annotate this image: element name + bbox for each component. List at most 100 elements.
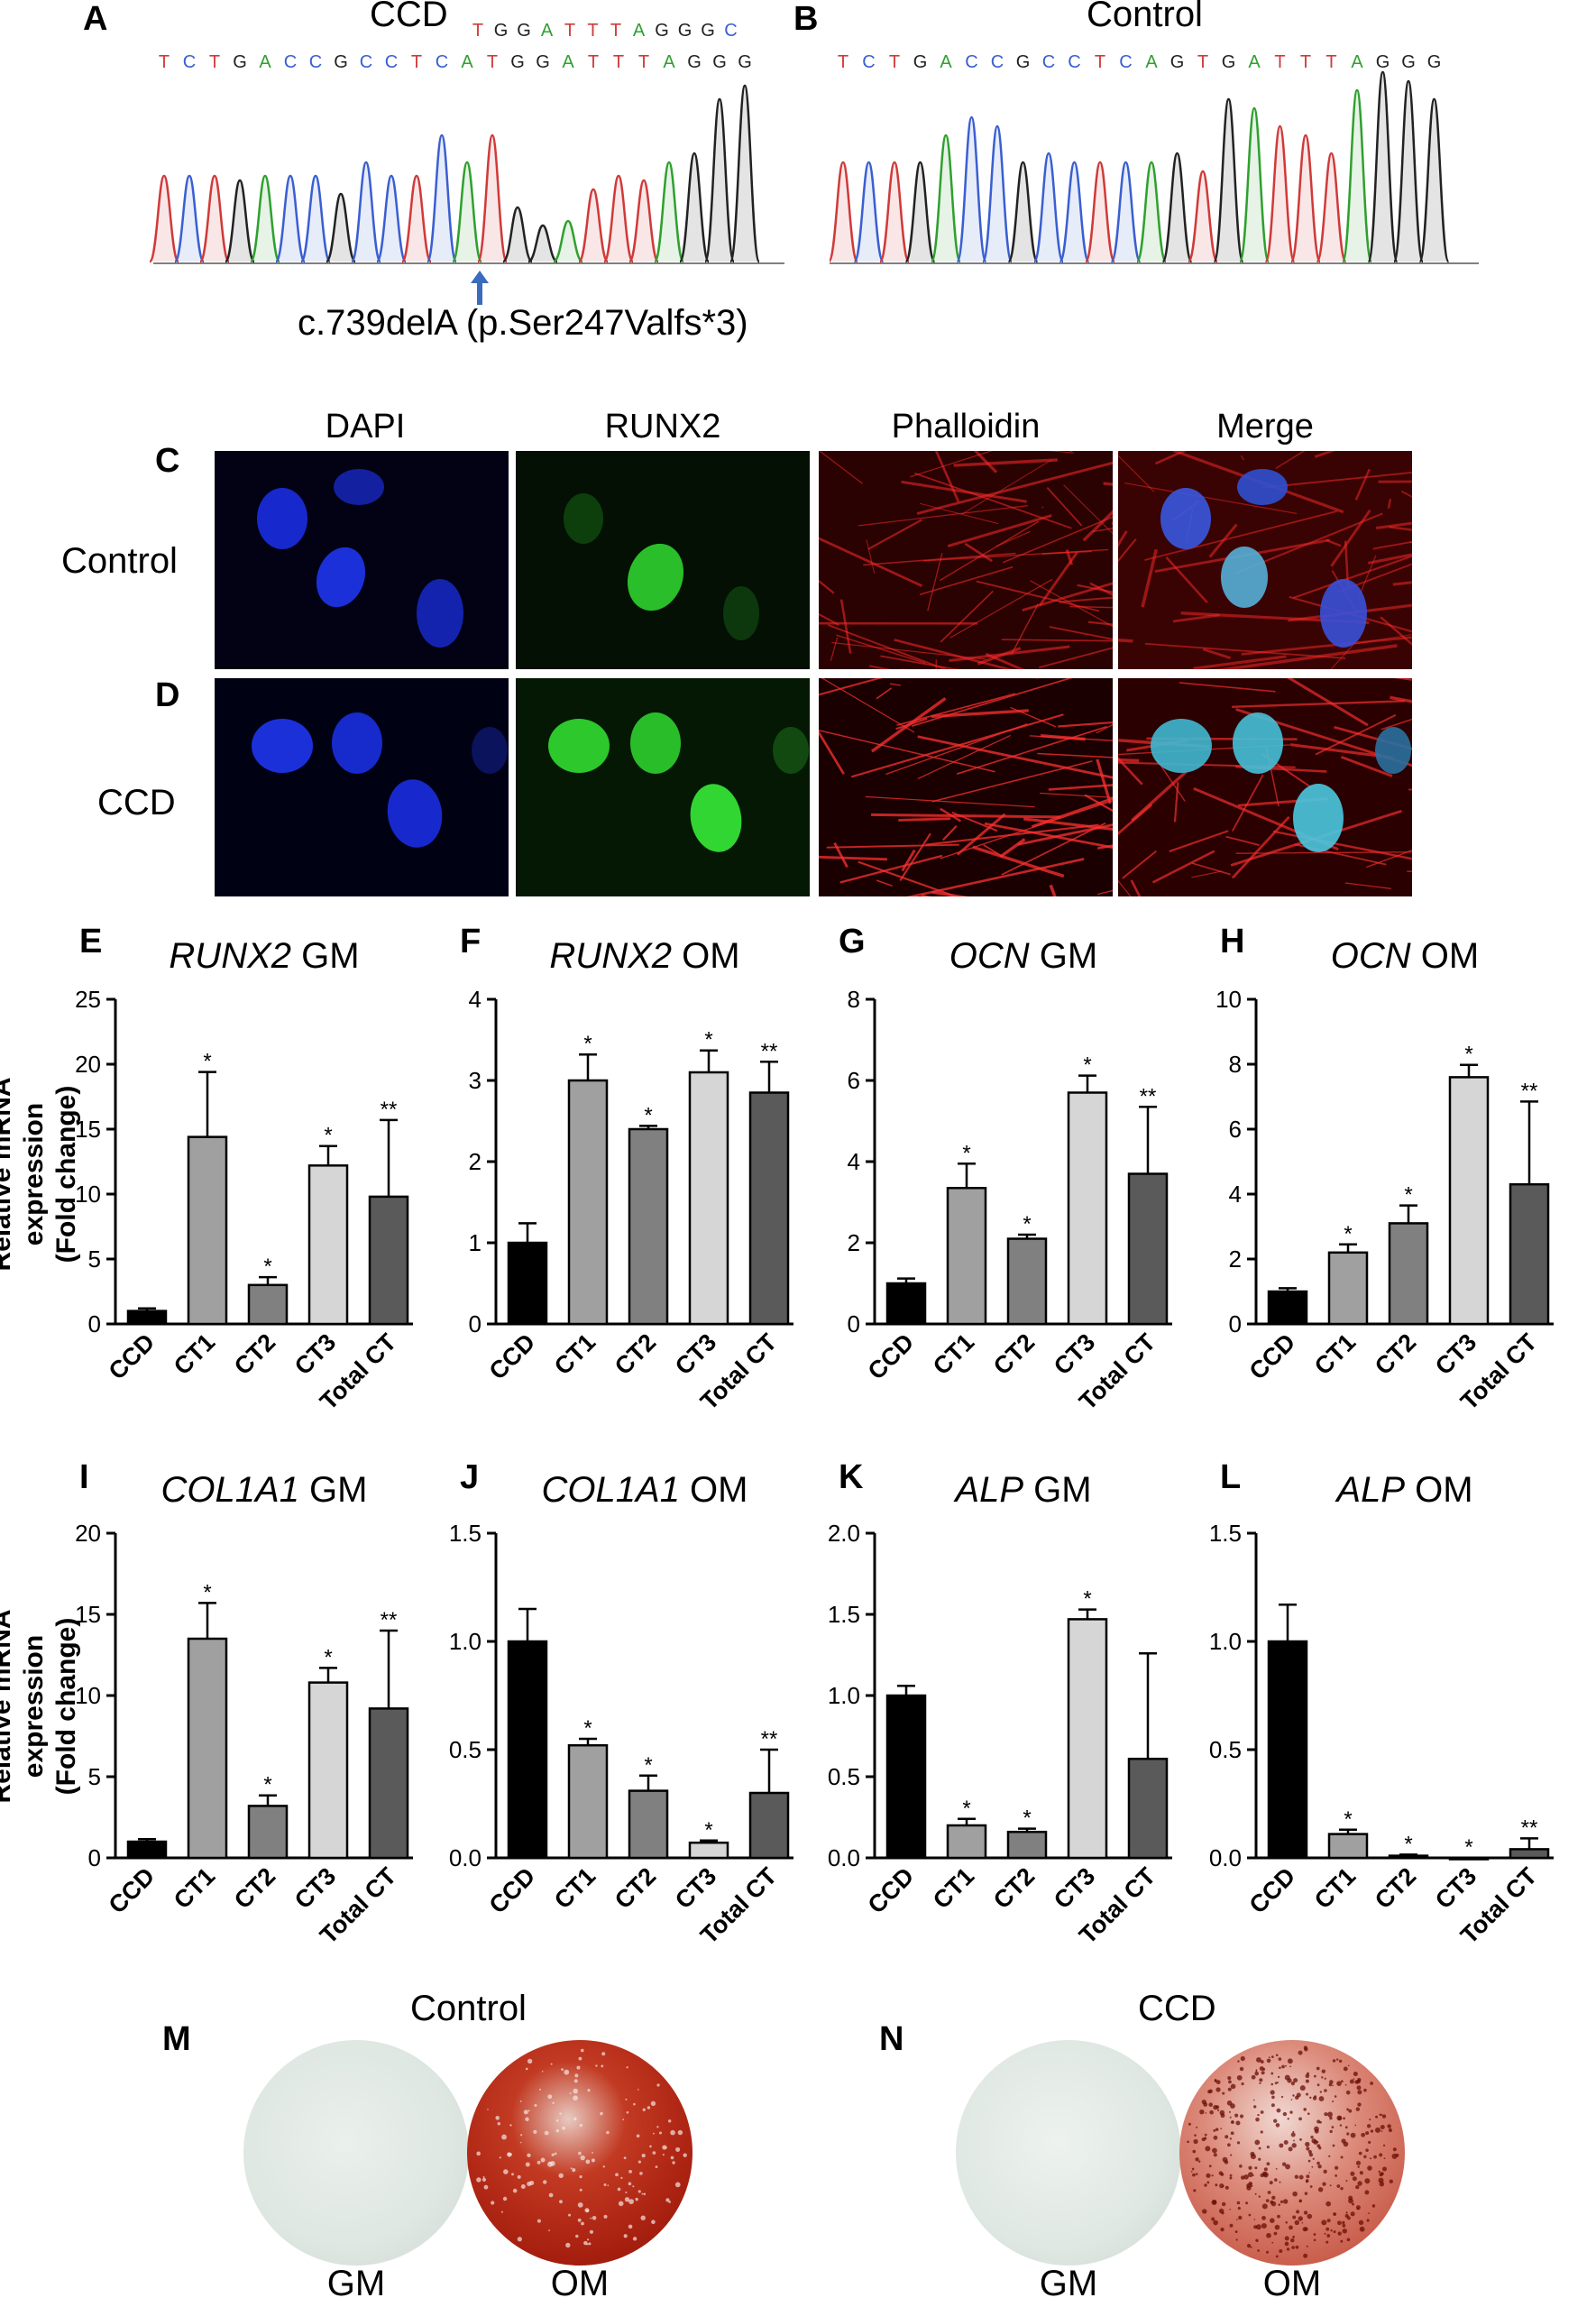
stain-speck	[1329, 2184, 1332, 2187]
base-letter: A	[940, 52, 952, 72]
stain-speck	[1254, 2166, 1258, 2170]
actin-fibre	[1001, 822, 1106, 876]
stain-speck	[580, 2155, 585, 2161]
significance-mark: *	[1344, 1222, 1352, 1246]
actin-fibre	[1372, 673, 1500, 694]
stain-speck	[1346, 2108, 1350, 2111]
row-label-control: Control	[61, 541, 178, 581]
stain-speck	[549, 2160, 555, 2166]
actin-fibre	[1169, 830, 1229, 853]
stain-speck	[586, 2209, 590, 2212]
stain-speck	[1304, 2192, 1308, 2195]
actin-fibre	[836, 634, 926, 664]
stain-speck	[1319, 2091, 1323, 2093]
stain-speck	[565, 2242, 571, 2248]
stain-speck	[1289, 2065, 1292, 2068]
base-letter: G	[1170, 52, 1185, 72]
stain-speck	[1368, 2212, 1371, 2214]
stain-speck	[640, 2215, 646, 2220]
actin-fibre	[1077, 584, 1177, 606]
x-tick-label: CT2	[1370, 1328, 1421, 1380]
trace-peak	[299, 174, 332, 263]
dish-control-om	[467, 2040, 693, 2266]
stain-speck	[1329, 2129, 1333, 2134]
stain-speck	[1363, 2155, 1367, 2159]
y-tick-label: 0	[1229, 1310, 1242, 1337]
actin-fibre	[1191, 862, 1231, 876]
stain-speck	[1221, 2201, 1226, 2207]
stain-speck	[1252, 2105, 1257, 2109]
trace-peak	[1341, 88, 1373, 263]
actin-fibre	[1408, 781, 1596, 791]
stain-speck	[1380, 2130, 1383, 2132]
stain-speck	[1260, 2060, 1264, 2063]
stain-speck	[1389, 2179, 1393, 2183]
stain-speck	[1306, 2174, 1310, 2179]
actin-fibre	[817, 855, 887, 861]
stain-speck	[1238, 2215, 1243, 2220]
stain-speck	[1229, 2223, 1234, 2228]
actin-fibre	[939, 520, 1040, 582]
significance-mark: *	[583, 1032, 592, 1056]
stain-speck	[1237, 2206, 1241, 2210]
stain-speck	[617, 2187, 621, 2192]
base-letter: T	[1274, 52, 1285, 72]
x-tick-label: CCD	[484, 1328, 541, 1385]
stain-speck	[647, 2106, 651, 2109]
stain-speck	[573, 2095, 579, 2101]
trace-peak	[703, 97, 736, 263]
stain-speck	[623, 2156, 627, 2160]
base-letter: A	[259, 52, 271, 72]
trace-peak	[476, 133, 509, 263]
stain-speck	[1208, 2165, 1212, 2168]
stain-speck	[1253, 2225, 1258, 2229]
trace-peak	[1289, 133, 1322, 263]
stain-speck	[1355, 2160, 1362, 2165]
significance-mark: *	[1023, 1212, 1031, 1236]
stain-speck	[1229, 2208, 1231, 2210]
stain-speck	[562, 2126, 565, 2130]
stain-speck	[1340, 2186, 1344, 2191]
stain-speck	[1336, 2081, 1342, 2086]
base-letter: A	[562, 52, 574, 72]
actin-fibre	[1173, 782, 1179, 823]
bar	[1267, 1640, 1308, 1860]
chart-title: ALP OM	[1335, 1470, 1472, 1510]
actin-fibre	[940, 797, 1121, 859]
stain-speck	[1304, 2227, 1308, 2231]
stain-speck	[1222, 2091, 1225, 2095]
stain-speck	[1287, 2058, 1293, 2064]
significance-mark: **	[1140, 1084, 1157, 1108]
bar-chart-k: K ALP GM 0.0 0.5 1.0 1.5 2.0 CCD * CT1 * CT2 * CT3Tot…	[828, 1458, 1172, 1949]
stain-speck	[1303, 2210, 1308, 2215]
stain-speck	[1276, 2108, 1281, 2113]
trace-peak	[602, 174, 635, 263]
panel-letter: K	[839, 1458, 864, 1496]
stain-speck	[626, 2066, 628, 2069]
stain-speck	[1266, 2232, 1271, 2238]
stain-speck	[618, 2201, 624, 2207]
stain-speck	[491, 2201, 495, 2205]
significance-mark: **	[381, 1608, 398, 1632]
label-ccd-om: OM	[1262, 2264, 1322, 2303]
actin-fibre	[866, 539, 876, 574]
stain-speck	[520, 2134, 523, 2137]
stain-speck	[573, 2079, 578, 2083]
trace-peak	[1264, 124, 1296, 263]
base-letter: C	[360, 52, 372, 72]
significance-mark: *	[583, 1716, 592, 1741]
stain-speck	[1317, 2187, 1324, 2192]
actin-fibre	[865, 795, 1035, 808]
trace-peak	[653, 161, 685, 263]
stain-speck	[1279, 2181, 1281, 2183]
trace-peak	[501, 206, 534, 263]
stain-speck	[579, 2188, 582, 2192]
stain-speck	[655, 2165, 658, 2169]
stain-speck	[1367, 2165, 1372, 2171]
trace-peak	[981, 124, 1014, 263]
stain-speck	[1237, 2060, 1240, 2063]
significance-mark: **	[1521, 1079, 1538, 1103]
stain-speck	[1298, 2216, 1303, 2221]
nucleus	[1151, 719, 1212, 773]
